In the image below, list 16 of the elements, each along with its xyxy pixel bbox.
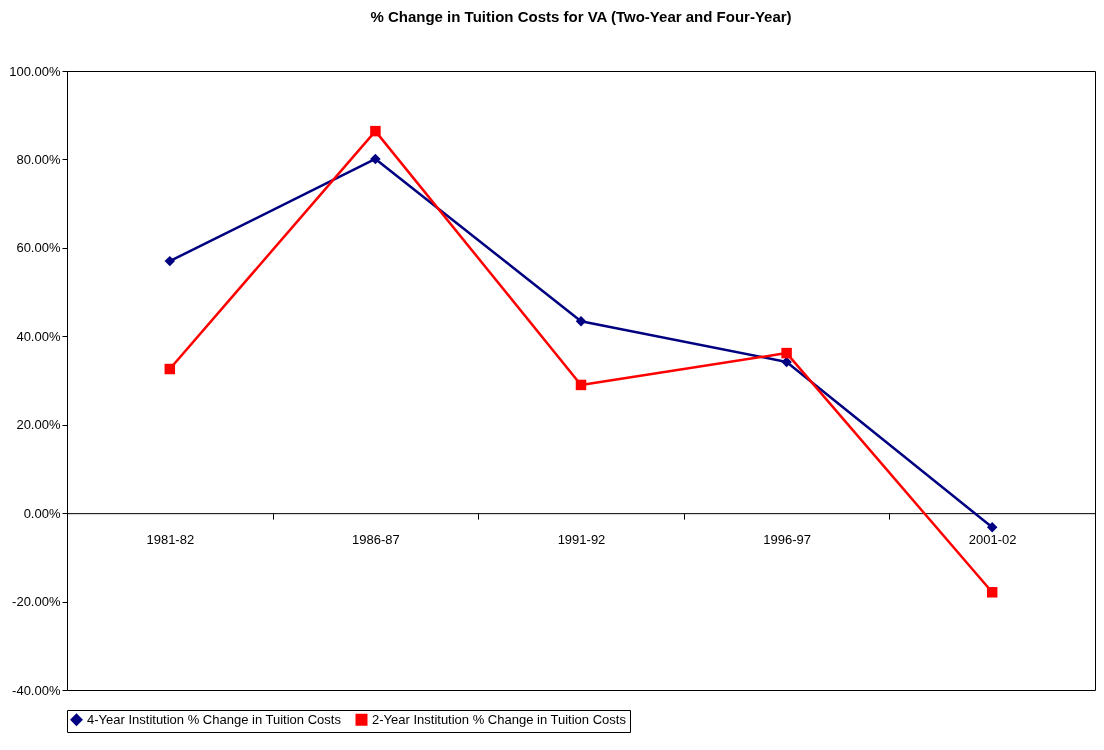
- legend-label: 4-Year Institution % Change in Tuition Costs: [87, 711, 342, 727]
- y-tick-label: -20.00%: [12, 594, 61, 610]
- chart-title: % Change in Tuition Costs for VA (Two-Year and Four-Year): [370, 8, 792, 25]
- y-tick-label: 80.00%: [16, 151, 61, 167]
- y-tick-label: -40.00%: [12, 682, 61, 698]
- x-tick-label: 1981-82: [146, 531, 195, 547]
- y-tick-label: 100.00%: [9, 63, 61, 79]
- x-tick-label: 1991-92: [557, 531, 606, 547]
- y-tick-label: 0.00%: [23, 505, 61, 521]
- x-tick-label: 1986-87: [352, 531, 400, 547]
- legend-label: 2-Year Institution % Change in Tuition Costs: [372, 711, 627, 727]
- x-tick-label: 1996-97: [763, 531, 811, 547]
- y-tick-label: 60.00%: [16, 240, 61, 256]
- y-tick-label: 40.00%: [16, 328, 61, 344]
- y-tick-label: 20.00%: [16, 417, 61, 433]
- x-tick-label: 2001-02: [968, 531, 1017, 547]
